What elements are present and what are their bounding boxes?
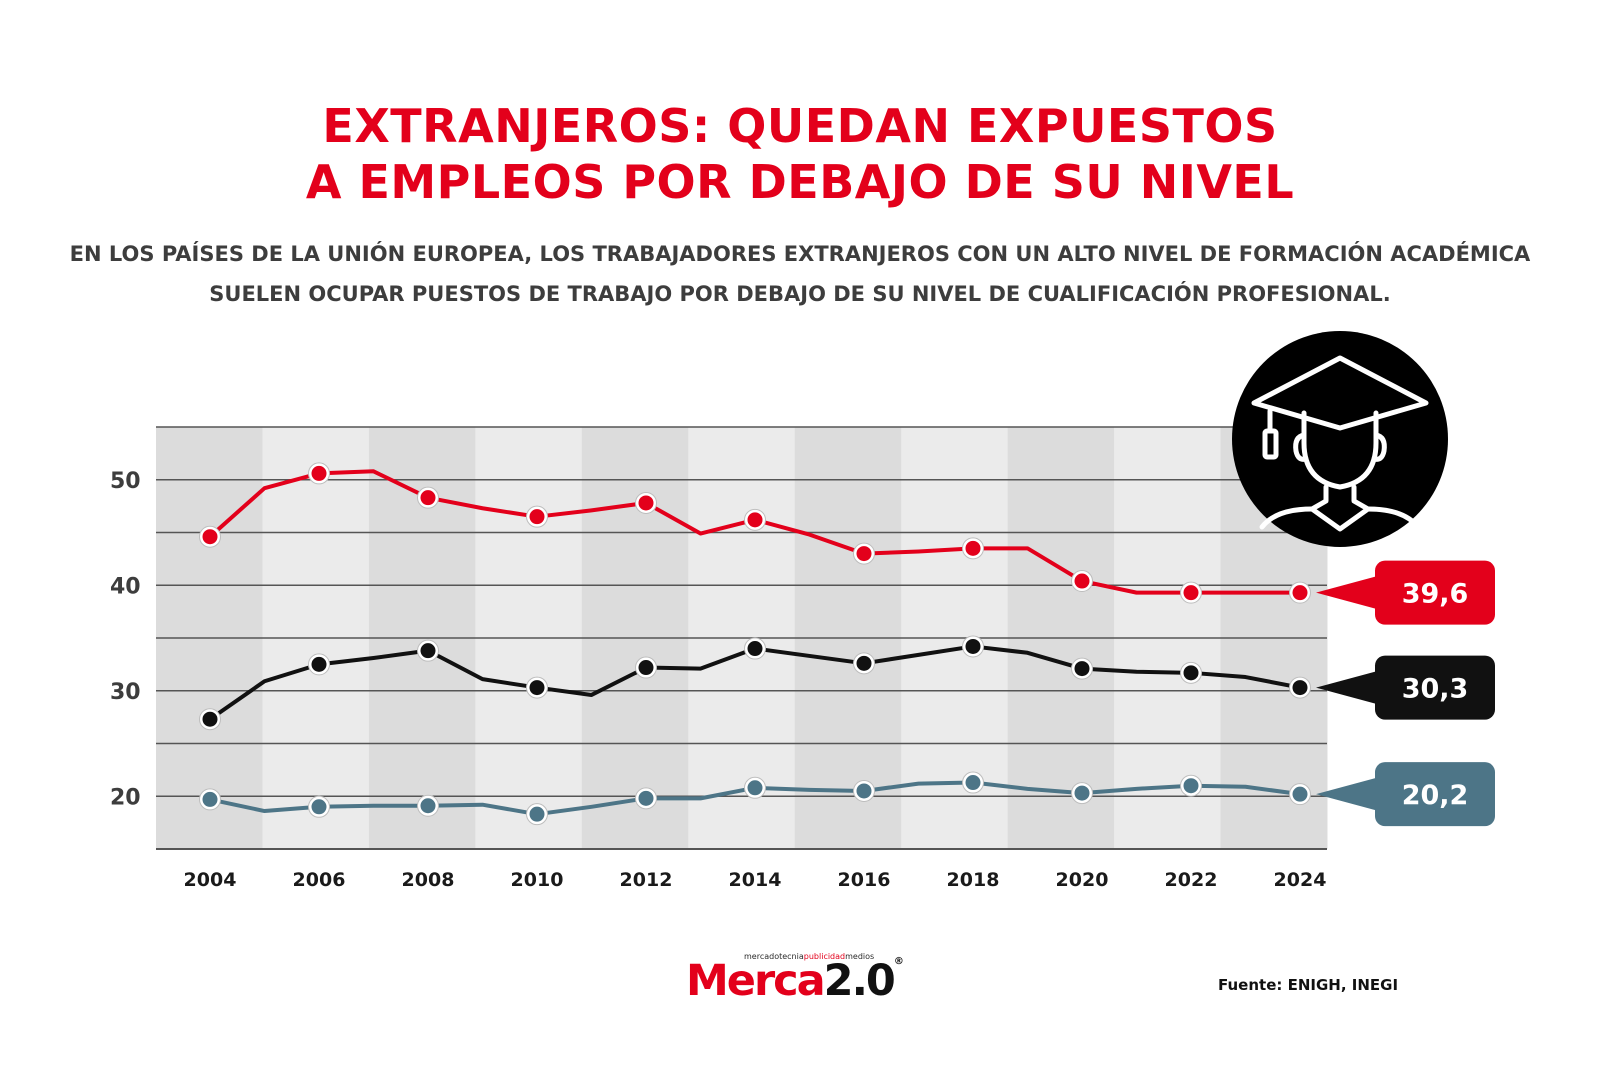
data-point bbox=[1292, 585, 1308, 601]
x-tick-label: 2024 bbox=[1274, 869, 1327, 891]
callout-value: 39,6 bbox=[1402, 579, 1469, 610]
data-point bbox=[1074, 661, 1090, 677]
data-point bbox=[1183, 665, 1199, 681]
title-line-1: EXTRANJEROS: QUEDAN EXPUESTOS bbox=[322, 99, 1278, 153]
data-point bbox=[638, 660, 654, 676]
data-point bbox=[747, 641, 763, 657]
data-point bbox=[965, 540, 981, 556]
x-tick-label: 2008 bbox=[402, 869, 455, 891]
data-point bbox=[1183, 778, 1199, 794]
title-line-2: A EMPLEOS POR DEBAJO DE SU NIVEL bbox=[305, 155, 1295, 209]
callout-box bbox=[1375, 762, 1495, 827]
chart-gridlines bbox=[156, 426, 1327, 850]
callout-box bbox=[1375, 560, 1495, 625]
data-point bbox=[311, 799, 327, 815]
x-tick-label: 2004 bbox=[184, 869, 237, 891]
x-tick-label: 2012 bbox=[620, 869, 673, 891]
x-tick-label: 2010 bbox=[511, 869, 564, 891]
data-point bbox=[311, 656, 327, 672]
page-subtitle: EN LOS PAÍSES DE LA UNIÓN EUROPEA, LOS T… bbox=[0, 234, 1600, 314]
callout: 39,6 bbox=[1316, 560, 1495, 625]
x-tick-label: 2020 bbox=[1056, 869, 1109, 891]
data-point bbox=[529, 509, 545, 525]
x-tick-label: 2006 bbox=[293, 869, 346, 891]
data-point bbox=[420, 643, 436, 659]
x-tick-label: 2016 bbox=[838, 869, 891, 891]
callout: 20,2 bbox=[1316, 762, 1495, 827]
data-point bbox=[1183, 585, 1199, 601]
logo-wordmark: Merca2.0® bbox=[686, 956, 904, 1006]
chart-series bbox=[199, 462, 1311, 826]
data-point bbox=[856, 655, 872, 671]
data-point bbox=[1074, 573, 1090, 589]
y-tick-label: 30 bbox=[110, 680, 141, 705]
data-point bbox=[965, 638, 981, 654]
logo-name-a: Merca bbox=[686, 956, 826, 1006]
logo-tag-c: medios bbox=[845, 952, 875, 961]
x-tick-label: 2014 bbox=[729, 869, 782, 891]
data-point bbox=[747, 512, 763, 528]
data-point bbox=[1074, 785, 1090, 801]
y-tick-label: 50 bbox=[110, 469, 141, 494]
data-point bbox=[856, 783, 872, 799]
callout-value: 20,2 bbox=[1402, 780, 1469, 811]
data-point bbox=[856, 546, 872, 562]
logo-tagline: mercadotecniapublicidadmedios bbox=[744, 952, 874, 961]
data-point bbox=[202, 529, 218, 545]
series-group bbox=[199, 771, 1311, 826]
logo-name-b: 2.0 bbox=[823, 956, 896, 1006]
logo-tag-a: mercadotecnia bbox=[744, 952, 804, 961]
data-point bbox=[638, 790, 654, 806]
y-tick-label: 40 bbox=[110, 574, 141, 599]
page-title: EXTRANJEROS: QUEDAN EXPUESTOS A EMPLEOS … bbox=[0, 98, 1600, 210]
y-tick-label: 20 bbox=[110, 785, 141, 810]
end-value-callouts: 39,6 30,3 20,2 bbox=[1316, 560, 1495, 827]
data-point bbox=[202, 791, 218, 807]
callout-pointer bbox=[1316, 777, 1379, 812]
data-point bbox=[638, 495, 654, 511]
data-point bbox=[529, 680, 545, 696]
subtitle-line-2: SUELEN OCUPAR PUESTOS DE TRABAJO POR DEB… bbox=[209, 282, 1391, 306]
series-group bbox=[199, 462, 1311, 604]
x-tick-label: 2018 bbox=[947, 869, 1000, 891]
subtitle-line-1: EN LOS PAÍSES DE LA UNIÓN EUROPEA, LOS T… bbox=[69, 242, 1531, 266]
data-point bbox=[965, 775, 981, 791]
x-axis-ticks: 2004 2006 2008 2010 2012 2014 2016 2018 2020 2022… bbox=[184, 869, 1327, 891]
data-point bbox=[202, 711, 218, 727]
data-point bbox=[747, 780, 763, 796]
callout: 30,3 bbox=[1316, 655, 1495, 720]
data-point bbox=[1292, 680, 1308, 696]
data-point bbox=[420, 798, 436, 814]
series-group bbox=[199, 635, 1311, 731]
callout-pointer bbox=[1316, 575, 1379, 610]
source-note: Fuente: ENIGH, INEGI bbox=[1218, 976, 1399, 994]
data-point bbox=[420, 490, 436, 506]
y-axis-ticks: 20 30 40 50 bbox=[110, 469, 141, 811]
data-point bbox=[311, 465, 327, 481]
data-point bbox=[529, 806, 545, 822]
graduate-icon bbox=[1232, 331, 1448, 547]
callout-value: 30,3 bbox=[1402, 674, 1469, 705]
callout-box bbox=[1375, 655, 1495, 720]
data-point bbox=[1292, 786, 1308, 802]
logo-tag-b: publicidad bbox=[803, 952, 846, 961]
logo-registered: ® bbox=[893, 956, 904, 967]
merca-logo: mercadotecniapublicidadmedios Merca2.0® bbox=[686, 952, 926, 1012]
callout-pointer bbox=[1316, 670, 1379, 705]
x-tick-label: 2022 bbox=[1165, 869, 1218, 891]
